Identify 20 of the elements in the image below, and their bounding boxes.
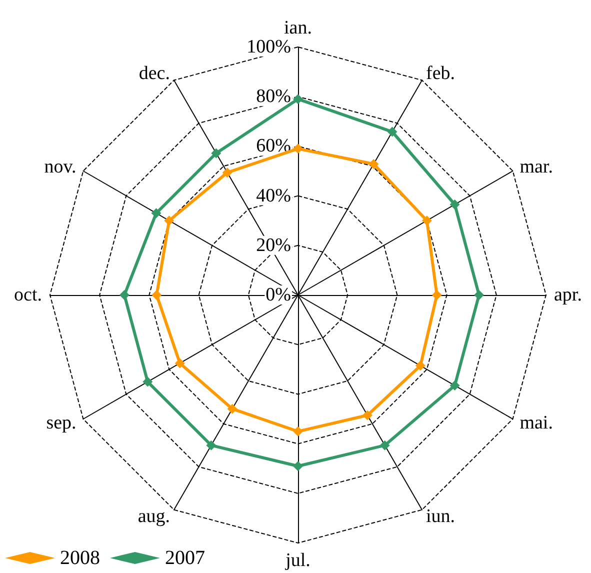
- spoke-label: mar.: [520, 156, 553, 178]
- y-tick-label: 40%: [256, 185, 292, 206]
- spoke-label: ian.: [284, 18, 312, 39]
- y-tick-label: 80%: [256, 86, 292, 108]
- y-tick-label: 100%: [246, 36, 292, 58]
- spoke-label: sep.: [46, 412, 76, 434]
- spoke-label: dec.: [138, 62, 170, 84]
- spoke-label: jul.: [284, 550, 310, 571]
- spoke-label: feb.: [426, 62, 456, 84]
- spoke-label: oct.: [14, 284, 42, 306]
- spoke-label: iun.: [426, 506, 456, 528]
- spoke-label: aug.: [138, 506, 170, 528]
- spoke-label: nov.: [44, 156, 76, 178]
- y-tick-label: 60%: [256, 136, 292, 157]
- spoke-label: apr.: [554, 284, 582, 306]
- legend-label: 2008: [60, 547, 100, 569]
- y-tick-label: 20%: [256, 234, 292, 256]
- spoke-label: mai.: [520, 412, 553, 434]
- y-tick-label: 0%: [266, 284, 292, 306]
- legend-label: 2007: [165, 547, 205, 569]
